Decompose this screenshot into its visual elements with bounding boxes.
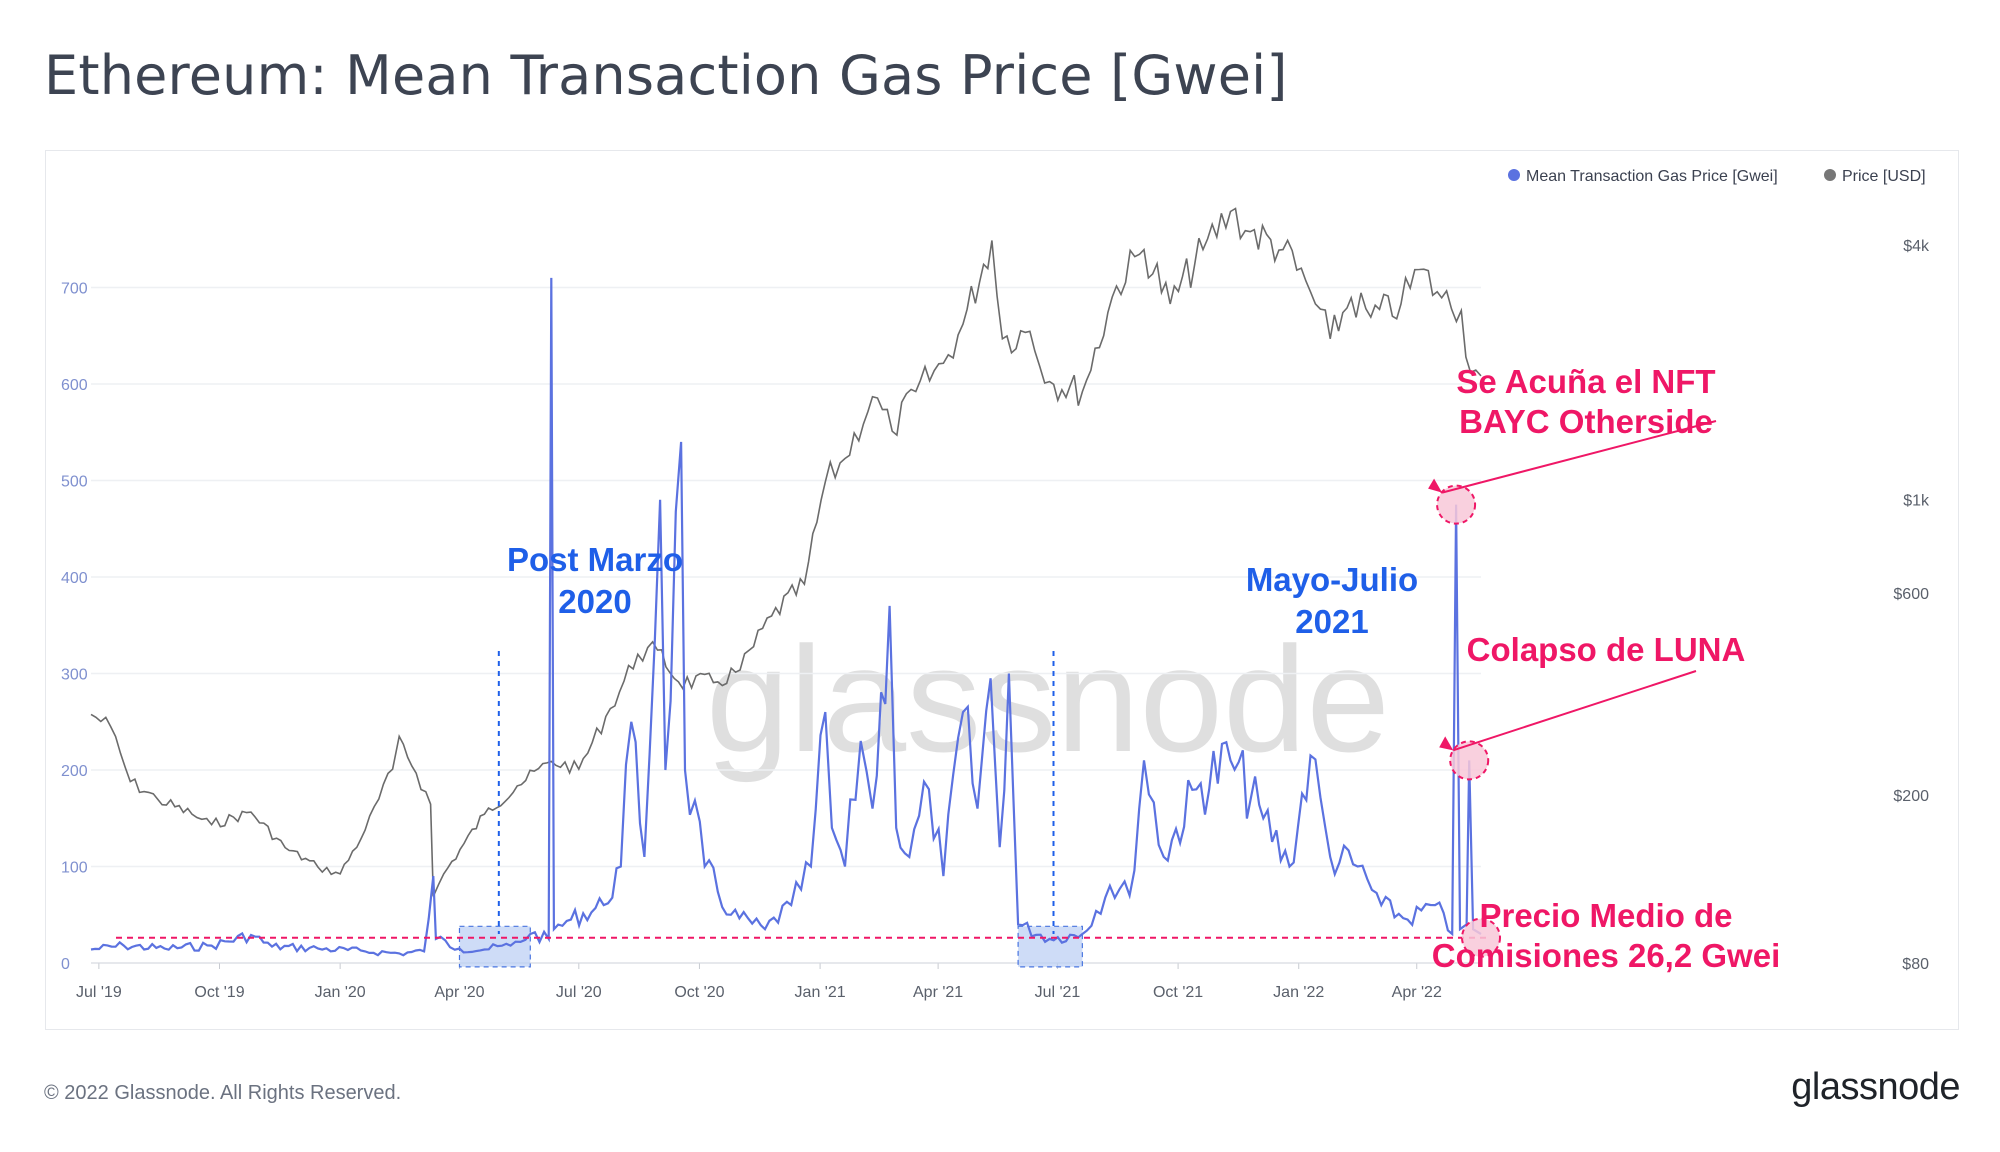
y-right-tick: $4k — [1903, 238, 1930, 255]
arrow-luna-head — [1439, 736, 1454, 751]
y-left-tick: 200 — [61, 763, 88, 780]
x-tick-label: Apr '21 — [913, 984, 963, 1001]
x-tick-label: Jul '20 — [556, 984, 602, 1001]
annotation-mayo-julio: Mayo-Julio — [1246, 561, 1418, 598]
x-tick-label: Apr '22 — [1392, 984, 1442, 1001]
highlight-circle — [1449, 740, 1490, 781]
x-tick-label: Jan '21 — [795, 984, 846, 1001]
y-left-tick: 0 — [61, 956, 70, 973]
x-tick-label: Jan '20 — [315, 984, 366, 1001]
y-left-tick: 700 — [61, 281, 88, 298]
legend-gas-dot — [1508, 169, 1520, 181]
watermark: glassnode — [706, 615, 1390, 783]
annotation-mayo-julio-year: 2021 — [1295, 603, 1368, 640]
x-tick-label: Jul '21 — [1035, 984, 1081, 1001]
annotation-avg-line2: Comisiones 26,2 Gwei — [1432, 937, 1780, 974]
glassnode-logo[interactable]: glassnode — [1791, 1066, 1960, 1108]
arrow-bayc-head — [1428, 478, 1443, 493]
y-right-tick: $200 — [1893, 788, 1929, 805]
x-tick-label: Oct '21 — [1153, 984, 1203, 1001]
x-tick-label: Oct '20 — [674, 984, 724, 1001]
legend-gas: Mean Transaction Gas Price [Gwei] — [1526, 168, 1778, 185]
annotation-bayc: Se Acuña el NFT — [1456, 363, 1715, 400]
annotation-post-marzo: Post Marzo — [507, 541, 683, 578]
annotation-post-marzo-year: 2020 — [558, 583, 631, 620]
footer-copyright: © 2022 Glassnode. All Rights Reserved. — [44, 1082, 402, 1104]
highlight-range — [458, 925, 531, 968]
x-tick-label: Apr '20 — [434, 984, 484, 1001]
chart-svg: glassnode 0 100 200 300 400 500 600 700 $80 $200 $6… — [61, 168, 1930, 1001]
x-tick-label: Jul '19 — [76, 984, 122, 1001]
arrow-bayc — [1441, 420, 1717, 494]
legend-price-dot — [1824, 169, 1836, 181]
x-tick-label: Jan '22 — [1273, 984, 1324, 1001]
y-left-tick: 500 — [61, 474, 88, 491]
y-left-tick: 400 — [61, 570, 88, 587]
y-right-tick: $80 — [1902, 956, 1929, 973]
y-right-tick: $600 — [1893, 586, 1929, 603]
arrow-luna — [1452, 670, 1697, 752]
y-right-tick: $1k — [1903, 492, 1930, 509]
x-tick-label: Oct '19 — [194, 984, 244, 1001]
highlight-circle — [1461, 917, 1501, 958]
annotation-luna: Colapso de LUNA — [1467, 631, 1746, 668]
chart-frame: glassnode 0 100 200 300 400 500 600 700 $80 $200 $6… — [45, 150, 1959, 1030]
price-usd-line — [90, 207, 1482, 897]
highlight-circle — [1436, 484, 1477, 525]
page-title: Ethereum: Mean Transaction Gas Price [Gw… — [44, 44, 1288, 107]
annotation-avg: Precio Medio de — [1479, 897, 1732, 934]
y-left-tick: 600 — [61, 377, 88, 394]
y-left-tick: 100 — [61, 860, 88, 877]
legend-price: Price [USD] — [1842, 168, 1926, 185]
gas-price-line — [90, 277, 1482, 957]
y-left-tick: 300 — [61, 667, 88, 684]
highlight-range — [1017, 925, 1083, 968]
annotation-bayc-line2: BAYC Otherside — [1459, 403, 1713, 440]
